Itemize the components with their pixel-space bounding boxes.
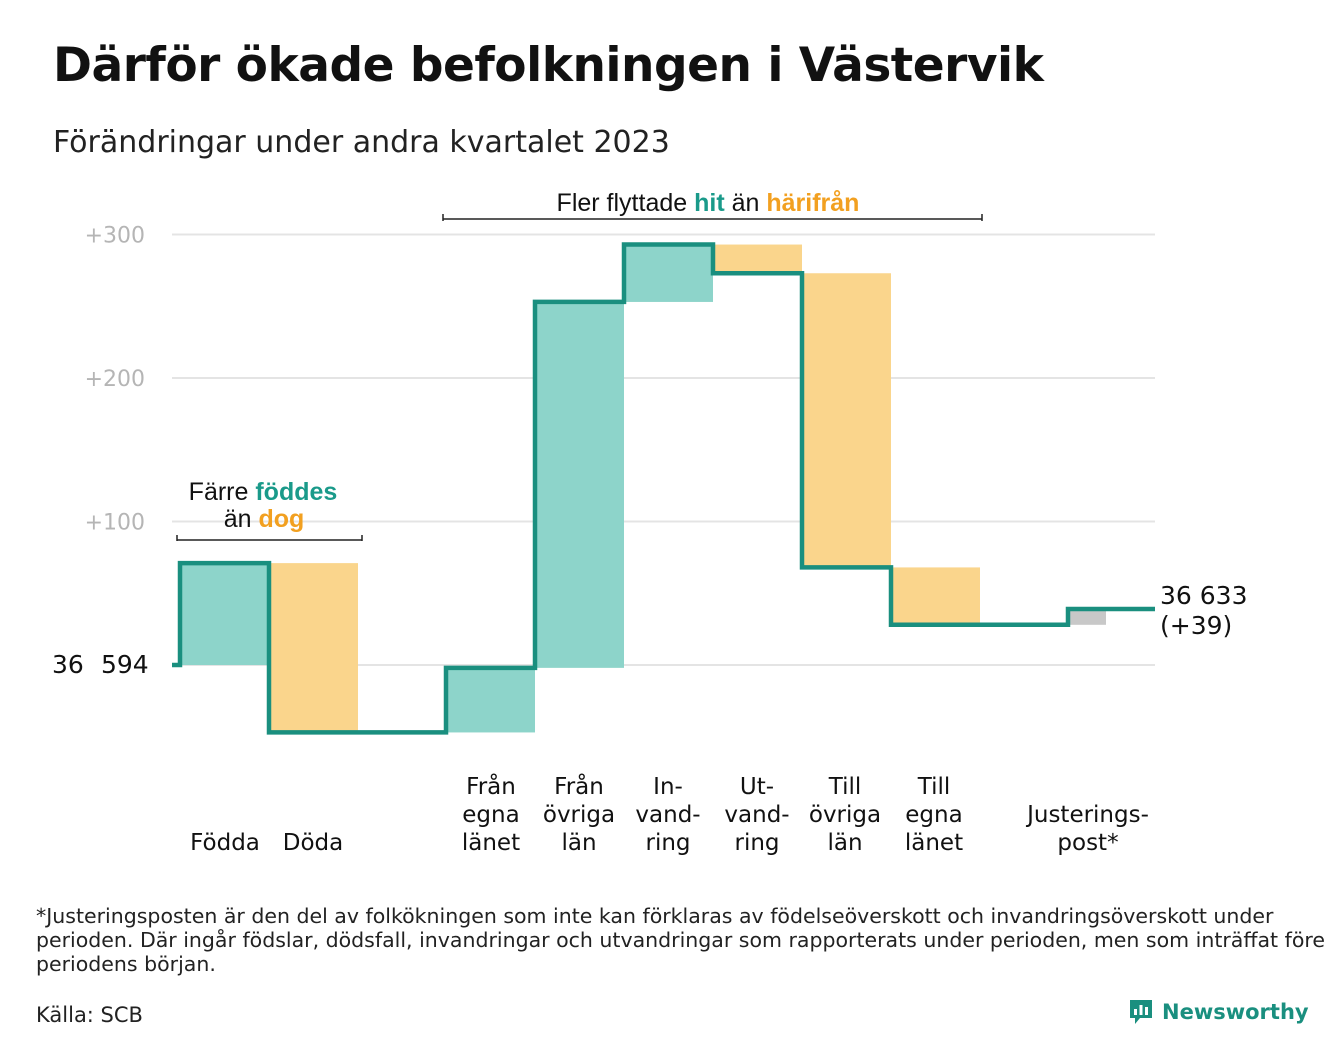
annotation-highlight: dog [258, 505, 304, 533]
start-value-label: 594 [101, 650, 149, 679]
start-value-label: 36 [52, 650, 84, 679]
annotation-highlight: hit [694, 189, 725, 217]
bar [1068, 609, 1106, 625]
running-total-line [172, 242, 1155, 735]
waterfall-chart: +100+200+300 Födda DödaFrånegnalänetFrånö… [52, 189, 1247, 856]
category-label: Till [917, 774, 951, 800]
annotation-text: Fler flyttade [557, 189, 695, 217]
bar [624, 244, 713, 302]
category-label: Från [554, 772, 604, 800]
annotation-births: Färre föddes [189, 478, 338, 506]
annotation-text: Färre [189, 478, 256, 506]
category-label: Ut- [740, 774, 774, 800]
category-label: vand- [724, 802, 789, 828]
category-label: ring [734, 830, 779, 856]
annotation-migration: Fler flyttade hit än härifrån [557, 189, 860, 217]
bar [269, 563, 358, 733]
end-value-label: 36 633 [1160, 581, 1247, 610]
category-label: län [561, 830, 596, 856]
category-label: Justerings- [1025, 802, 1149, 828]
bar [891, 567, 980, 625]
annotation-text: än [224, 505, 259, 533]
y-tick-label: +300 [85, 224, 145, 249]
annotation-highlight: härifrån [766, 189, 859, 217]
category-label: Döda [283, 830, 343, 856]
category-label: Till [828, 774, 862, 800]
category-label: länet [905, 830, 963, 856]
bar [802, 273, 891, 568]
category-label: Födda [190, 830, 260, 856]
annotation-bracket [176, 535, 363, 541]
annotation-highlight: föddes [255, 478, 337, 506]
chart-subtitle: Förändringar under andra kvartalet 2023 [53, 125, 670, 160]
bar [535, 301, 624, 668]
category-label: egna [462, 802, 519, 828]
annotation-bracket [442, 214, 983, 221]
chart-title: Därför ökade befolkningen i Västervik [53, 38, 1044, 93]
labels: Födda DödaFrånegnalänetFrånövrigalänIn-va… [52, 581, 1247, 856]
category-label: vand- [635, 802, 700, 828]
bar [713, 244, 802, 274]
bar [446, 667, 535, 733]
bar [180, 563, 269, 665]
y-tick-label: +100 [85, 511, 145, 536]
annotation-text: än [725, 189, 767, 217]
footnote: *Justeringsposten är den del av folkökni… [36, 904, 1325, 976]
bars [180, 244, 1106, 733]
category-label: egna [905, 802, 962, 828]
category-label: In- [653, 774, 683, 800]
category-label: ring [645, 830, 690, 856]
category-label: Från [466, 772, 516, 800]
annotation-births: än dog [224, 505, 305, 533]
category-label: län [827, 830, 862, 856]
source-note: Källa: SCB [36, 1003, 143, 1027]
brand-name: Newsworthy [1162, 1000, 1309, 1024]
category-label: länet [462, 830, 520, 856]
category-label: övriga [809, 802, 881, 828]
category-label: post* [1057, 830, 1118, 856]
brand[interactable]: Newsworthy [1128, 998, 1309, 1026]
running-total-line [172, 242, 1155, 735]
newsworthy-logo-icon [1130, 1000, 1152, 1024]
end-value-change: (+39) [1160, 611, 1232, 640]
category-label: övriga [543, 802, 615, 828]
y-tick-label: +200 [85, 367, 145, 392]
